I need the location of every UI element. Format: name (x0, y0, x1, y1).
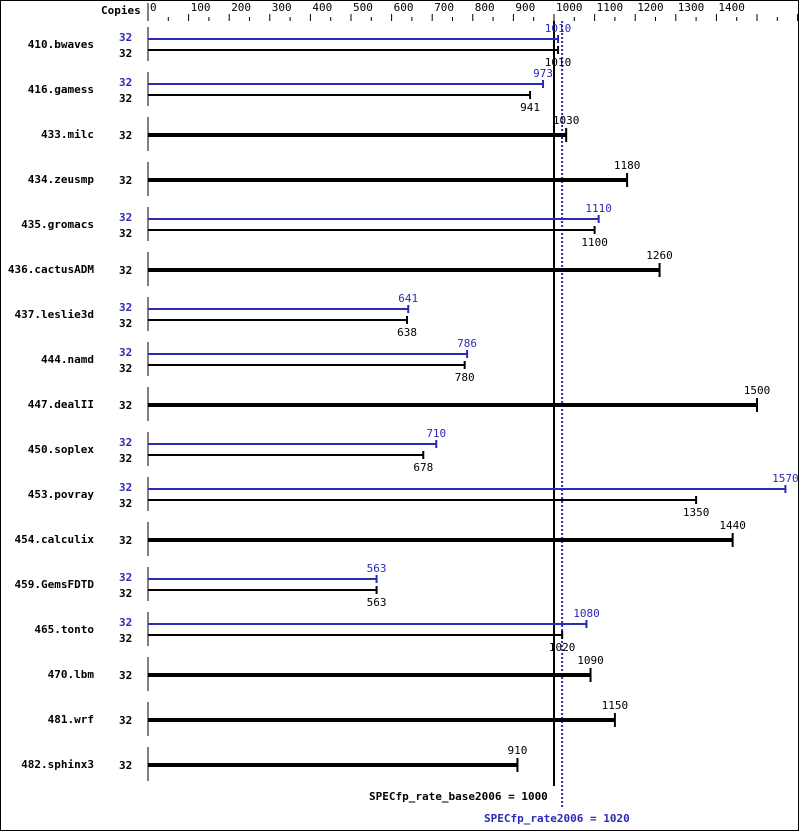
x-tick-label: 1200 (637, 1, 664, 14)
x-tick-label: 900 (515, 1, 535, 14)
peak-copies: 32 (119, 301, 132, 314)
benchmark-label: 470.lbm (48, 668, 95, 681)
peak-value-label: 1570 (772, 472, 799, 485)
base-value-label: 1260 (646, 249, 673, 262)
benchmark-label: 454.calculix (15, 533, 95, 546)
peak-copies: 32 (119, 571, 132, 584)
x-tick-label: 1400 (718, 1, 745, 14)
base-copies: 32 (119, 227, 132, 240)
benchmark-label: 434.zeusmp (28, 173, 95, 186)
peak-value-label: 710 (426, 427, 446, 440)
benchmark-label: 447.dealII (28, 398, 94, 411)
x-tick-label: 800 (475, 1, 495, 14)
base-value-label: 1010 (545, 56, 572, 69)
benchmark-label: 437.leslie3d (15, 308, 94, 321)
base-copies: 32 (119, 632, 132, 645)
peak-copies: 32 (119, 346, 132, 359)
peak-copies: 32 (119, 616, 132, 629)
peak-copies: 32 (119, 31, 132, 44)
base-copies: 32 (119, 669, 132, 682)
benchmark-label: 453.povray (28, 488, 95, 501)
peak-value-label: 1080 (573, 607, 600, 620)
x-tick-label: 100 (191, 1, 211, 14)
peak-copies: 32 (119, 76, 132, 89)
peak-value-label: 1010 (545, 22, 572, 35)
base-value-label: 563 (367, 596, 387, 609)
x-tick-label: 300 (272, 1, 292, 14)
base-value-label: 910 (508, 744, 528, 757)
x-tick-label: 1300 (678, 1, 705, 14)
benchmark-label: 481.wrf (48, 713, 94, 726)
base-value-label: 941 (520, 101, 540, 114)
benchmark-label: 444.namd (41, 353, 94, 366)
peak-reference-label: SPECfp_rate2006 = 1020 (484, 812, 630, 825)
x-tick-label: 700 (434, 1, 454, 14)
base-copies: 32 (119, 714, 132, 727)
base-copies: 32 (119, 587, 132, 600)
x-tick-label: 600 (394, 1, 414, 14)
benchmark-label: 433.milc (41, 128, 94, 141)
peak-copies: 32 (119, 436, 132, 449)
base-value-label: 1150 (602, 699, 629, 712)
peak-value-label: 786 (457, 337, 477, 350)
base-copies: 32 (119, 47, 132, 60)
base-copies: 32 (119, 174, 132, 187)
base-value-label: 638 (397, 326, 417, 339)
base-copies: 32 (119, 317, 132, 330)
benchmark-label: 459.GemsFDTD (15, 578, 95, 591)
base-value-label: 678 (413, 461, 433, 474)
peak-value-label: 563 (367, 562, 387, 575)
x-tick-label: 1000 (556, 1, 583, 14)
benchmark-label: 416.gamess (28, 83, 94, 96)
peak-value-label: 973 (533, 67, 553, 80)
base-copies: 32 (119, 534, 132, 547)
base-copies: 32 (119, 452, 132, 465)
benchmark-label: 436.cactusADM (8, 263, 94, 276)
base-copies: 32 (119, 92, 132, 105)
base-copies: 32 (119, 399, 132, 412)
base-copies: 32 (119, 759, 132, 772)
benchmark-label: 450.soplex (28, 443, 95, 456)
peak-value-label: 1110 (585, 202, 612, 215)
benchmark-label: 410.bwaves (28, 38, 94, 51)
x-tick-label: 500 (353, 1, 373, 14)
benchmark-label: 465.tonto (34, 623, 94, 636)
base-value-label: 1100 (581, 236, 608, 249)
benchmark-label: 482.sphinx3 (21, 758, 94, 771)
x-tick-label: 1100 (597, 1, 624, 14)
x-tick-label: 0 (150, 1, 157, 14)
base-value-label: 1180 (614, 159, 641, 172)
base-value-label: 1500 (744, 384, 771, 397)
base-copies: 32 (119, 362, 132, 375)
base-copies: 32 (119, 264, 132, 277)
peak-value-label: 641 (398, 292, 418, 305)
base-value-label: 1030 (553, 114, 580, 127)
x-tick-label: 400 (312, 1, 332, 14)
base-copies: 32 (119, 497, 132, 510)
benchmark-label: 435.gromacs (21, 218, 94, 231)
x-tick-label: 200 (231, 1, 251, 14)
base-reference-label: SPECfp_rate_base2006 = 1000 (369, 790, 548, 803)
base-value-label: 1350 (683, 506, 710, 519)
base-value-label: 780 (455, 371, 475, 384)
base-value-label: 1440 (719, 519, 746, 532)
peak-copies: 32 (119, 481, 132, 494)
copies-header: Copies (101, 4, 141, 17)
base-value-label: 1090 (577, 654, 604, 667)
base-value-label: 1020 (549, 641, 576, 654)
peak-copies: 32 (119, 211, 132, 224)
base-copies: 32 (119, 129, 132, 142)
